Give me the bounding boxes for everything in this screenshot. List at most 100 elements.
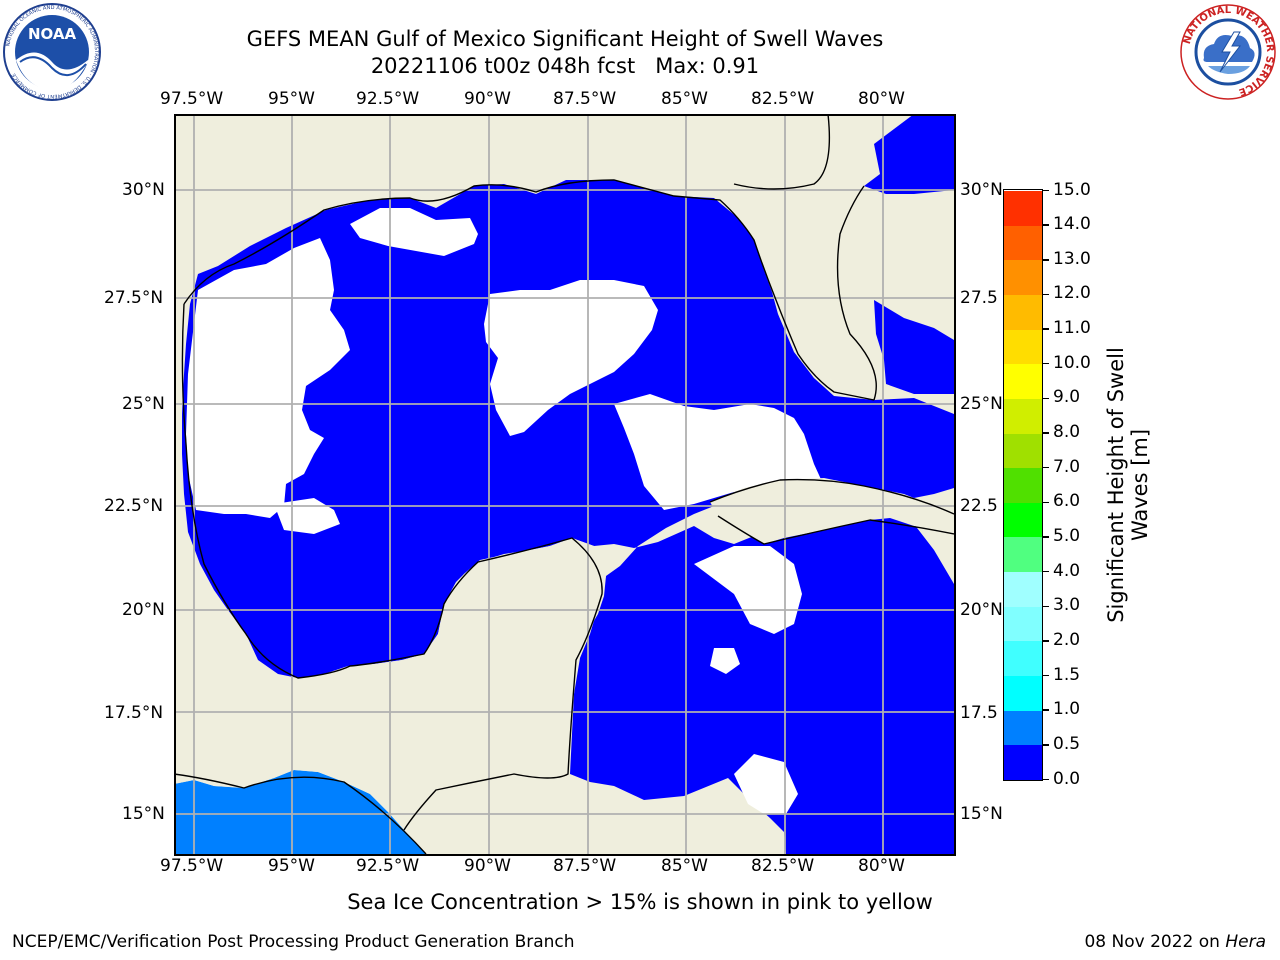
colorbar-tick-label: 0.0 — [1053, 768, 1081, 789]
colorbar-swatch — [1004, 744, 1042, 780]
colorbar-tick-mark — [1043, 397, 1049, 400]
lon-label: 87.5°W — [553, 89, 617, 109]
atlantic-swell-low — [864, 114, 954, 394]
colorbar-swatch — [1004, 294, 1042, 330]
colorbar-swatch — [1004, 398, 1042, 434]
colorbar-swatch — [1004, 363, 1042, 399]
colorbar-tick-label: 11.0 — [1053, 318, 1091, 339]
colorbar-tick-label: 3.0 — [1053, 595, 1081, 616]
chart-title: GEFS MEAN Gulf of Mexico Significant Hei… — [246, 27, 884, 51]
colorbar-tick-mark — [1043, 570, 1049, 573]
gulf-swell-low — [182, 180, 954, 854]
colorbar-swatch — [1004, 536, 1042, 573]
colorbar-tick-mark — [1043, 224, 1049, 226]
footer-date: 08 Nov 2022 on Hera — [1084, 932, 1266, 952]
colorbar-tick-mark — [1043, 744, 1049, 746]
noaa-logo: NOAA NATIONAL OCEANIC AND ATMOSPHERIC AD… — [2, 2, 102, 102]
lat-label: 22.5 — [960, 496, 998, 516]
lon-label: 92.5°W — [356, 89, 420, 109]
colorbar-title: Significant Height of Swell Waves [m] — [1104, 347, 1152, 623]
colorbar-tick-label: 1.5 — [1053, 664, 1081, 685]
colorbar-tick-label: 12.0 — [1053, 283, 1091, 304]
colorbar-tick-mark — [1043, 674, 1049, 677]
caribbean-swell-mid — [174, 770, 426, 854]
colorbar-tick-mark — [1043, 536, 1049, 538]
colorbar-swatch — [1004, 190, 1042, 226]
lon-label: 95°W — [268, 856, 315, 876]
colorbar-swatch — [1004, 467, 1042, 503]
colorbar-swatch — [1004, 433, 1042, 469]
lat-label: 27.5°N — [104, 288, 164, 308]
lon-label: 92.5°W — [356, 856, 420, 876]
lat-label: 15°N — [960, 804, 1003, 824]
colorbar-swatch — [1004, 606, 1042, 642]
sea-ice-note: Sea Ice Concentration > 15% is shown in … — [347, 890, 933, 914]
lon-label: 90°W — [464, 89, 511, 109]
colorbar-tick-label: 13.0 — [1053, 248, 1091, 269]
colorbar-tick-mark — [1043, 778, 1049, 781]
lon-label: 82.5°W — [751, 856, 815, 876]
footer-date-text: 08 Nov 2022 on — [1084, 932, 1226, 952]
land-cuba — [710, 478, 954, 544]
lon-label: 82.5°W — [751, 89, 815, 109]
colorbar-tick-label: 5.0 — [1053, 525, 1081, 546]
colorbar-tick-mark — [1043, 293, 1049, 296]
map-svg — [173, 113, 955, 855]
lon-label: 85°W — [661, 856, 708, 876]
lat-label: 20°N — [122, 600, 165, 620]
lat-label: 22.5°N — [104, 496, 164, 516]
no-data-areas — [186, 208, 824, 814]
lat-label: 30°N — [122, 180, 165, 200]
colorbar-tick-label: 0.5 — [1053, 733, 1081, 754]
colorbar-swatch — [1004, 640, 1042, 677]
colorbar-swatch — [1004, 571, 1042, 607]
colorbar-tick-label: 14.0 — [1053, 214, 1091, 235]
footer-host: Hera — [1225, 932, 1266, 952]
map-panel — [173, 113, 955, 855]
lon-label: 95°W — [268, 89, 315, 109]
colorbar-swatch — [1004, 225, 1042, 261]
colorbar-tick-label: 10.0 — [1053, 352, 1091, 373]
lat-label: 20°N — [960, 600, 1003, 620]
colorbar-tick-mark — [1043, 259, 1049, 261]
lon-label: 85°W — [661, 89, 708, 109]
map-gridlines — [174, 114, 954, 854]
nws-logo: NATIONAL WEATHER SERVICE — [1178, 2, 1278, 102]
colorbar-swatch — [1004, 710, 1042, 746]
colorbar-tick-mark — [1043, 605, 1049, 607]
colorbar-tick-mark — [1043, 189, 1049, 192]
lat-label: 15°N — [122, 804, 165, 824]
lon-label: 80°W — [858, 89, 905, 109]
colorbar-title-line1: Significant Height of Swell — [1104, 347, 1128, 623]
colorbar-tick-label: 1.0 — [1053, 699, 1081, 720]
chart-subtitle: 20221106 t00z 048h fcst Max: 0.91 — [370, 54, 760, 78]
colorbar-tick-label: 15.0 — [1053, 179, 1091, 200]
colorbar-tick-mark — [1043, 640, 1049, 642]
colorbar-tick-label: 2.0 — [1053, 629, 1081, 650]
lon-label: 90°W — [464, 856, 511, 876]
colorbar-tick-label: 4.0 — [1053, 560, 1081, 581]
colorbar-tick-mark — [1043, 466, 1049, 469]
colorbar-title-line2: Waves [m] — [1128, 428, 1152, 542]
colorbar-tick-label: 9.0 — [1053, 387, 1081, 408]
lat-label: 30°N — [960, 180, 1003, 200]
map-frame — [174, 114, 956, 856]
lon-label: 97.5°W — [160, 89, 224, 109]
lat-label: 25°N — [960, 394, 1003, 414]
colorbar-tick-mark — [1043, 328, 1049, 330]
land-florida — [694, 114, 954, 400]
lon-label: 80°W — [858, 856, 905, 876]
lat-label: 17.5 — [960, 703, 998, 723]
colorbar-tick-mark — [1043, 432, 1049, 434]
colorbar-swatch — [1004, 259, 1042, 295]
noaa-logo-text: NOAA — [28, 25, 77, 43]
footer-branch: NCEP/EMC/Verification Post Processing Pr… — [12, 932, 575, 952]
colorbar — [1003, 189, 1043, 781]
colorbar-tick-label: 8.0 — [1053, 422, 1081, 443]
colorbar-tick-mark — [1043, 501, 1049, 504]
colorbar-swatch — [1004, 502, 1042, 538]
colorbar-swatch — [1004, 329, 1042, 365]
colorbar-tick-mark — [1043, 362, 1049, 365]
lon-label: 97.5°W — [160, 856, 224, 876]
colorbar-tick-label: 7.0 — [1053, 456, 1081, 477]
